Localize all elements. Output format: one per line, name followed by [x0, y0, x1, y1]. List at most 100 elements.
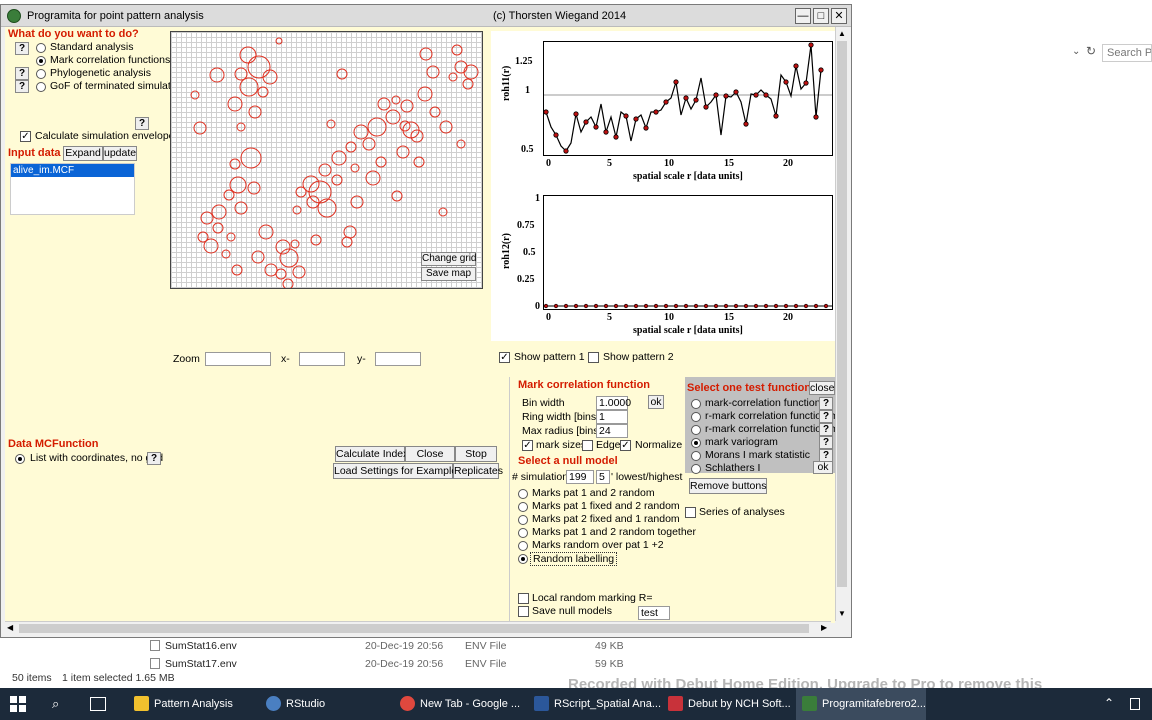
search-input[interactable]: Search Pa	[1102, 44, 1152, 62]
refresh-icon[interactable]: ↻	[1086, 44, 1097, 58]
data-point	[793, 303, 799, 309]
save-map-button[interactable]: Save map	[421, 267, 476, 281]
test-ok-button[interactable]: ok	[813, 461, 833, 474]
bin-width-input[interactable]: 1.0000	[596, 396, 631, 410]
scroll-right-icon[interactable]: ▶	[821, 623, 828, 632]
help-button[interactable]: ?	[819, 423, 833, 436]
zoom-y-input[interactable]	[375, 352, 421, 366]
max-radius-input[interactable]: 24	[596, 424, 628, 438]
help-button[interactable]: ?	[15, 42, 29, 55]
network-icon[interactable]	[1130, 698, 1140, 710]
replicates-button[interactable]: Replicates	[453, 463, 504, 479]
show-pattern1-checkbox[interactable]: ✓	[499, 352, 510, 363]
bin-ok-button[interactable]: ok	[648, 395, 664, 409]
help-button[interactable]: ?	[819, 410, 833, 423]
scroll-up-icon[interactable]: ▲	[838, 29, 846, 38]
radio-test-function[interactable]	[691, 451, 701, 461]
radio-null-model[interactable]	[518, 515, 528, 525]
rstudio-icon	[266, 696, 281, 711]
x-tick-label: 20	[783, 312, 793, 323]
expand-button[interactable]: Expand	[63, 146, 103, 161]
scroll-down-icon[interactable]: ▼	[838, 609, 846, 618]
save-null-checkbox[interactable]	[518, 606, 529, 617]
maximize-button[interactable]: □	[813, 8, 829, 24]
radio-test-function[interactable]	[691, 412, 701, 422]
taskbar-item-debut[interactable]: Debut by NCH Soft...	[662, 688, 791, 720]
radio-test-function[interactable]	[691, 464, 701, 474]
zoom-input[interactable]	[205, 352, 271, 366]
help-button[interactable]: ?	[147, 452, 161, 465]
x-tick-label: 10	[664, 312, 674, 323]
update-button[interactable]: update	[103, 146, 137, 161]
horizontal-scrollbar[interactable]: ◀ ▶	[5, 621, 831, 635]
title-bar[interactable]: Programita for point pattern analysis (c…	[1, 5, 851, 27]
map-point	[426, 65, 440, 79]
search-icon[interactable]: ⌕	[52, 696, 60, 711]
help-button[interactable]: ?	[135, 117, 149, 130]
input-file-list[interactable]: alive_im.MCF	[10, 163, 135, 215]
scroll-thumb[interactable]	[19, 624, 809, 633]
null-model-label: Marks random over pat 1 +2	[532, 539, 664, 551]
radio-mark-correlation[interactable]	[36, 56, 46, 66]
chevron-down-icon[interactable]: ⌄	[1072, 46, 1081, 57]
simulations-input[interactable]: 199	[566, 470, 594, 484]
list-item[interactable]: alive_im.MCF	[11, 164, 134, 177]
help-button[interactable]: ?	[15, 80, 29, 93]
taskbar-item-pattern-analysis[interactable]: Pattern Analysis	[128, 688, 254, 720]
taskbar-item-programita[interactable]: Programitafebrero2...	[796, 688, 926, 720]
series-checkbox[interactable]	[685, 507, 696, 518]
windows-start-icon[interactable]	[10, 696, 26, 712]
help-button[interactable]: ?	[15, 67, 29, 80]
radio-null-model[interactable]	[518, 528, 528, 538]
task-view-icon[interactable]	[90, 697, 106, 711]
point-pattern-map[interactable]: Change grid Save map	[170, 31, 483, 289]
save-name-input[interactable]: test	[638, 606, 670, 620]
test-panel-title: Select one test function	[687, 382, 812, 394]
radio-list-coordinates[interactable]	[15, 454, 25, 464]
normalize-checkbox[interactable]: ✓	[620, 440, 631, 451]
remove-buttons-button[interactable]: Remove buttons	[689, 478, 767, 494]
test-panel-close-button[interactable]: close	[809, 381, 835, 395]
local-random-checkbox[interactable]	[518, 593, 529, 604]
y-axis-label: roh11(r)	[501, 65, 512, 101]
mark-sizes-checkbox[interactable]: ✓	[522, 440, 533, 451]
calc-envelopes-checkbox[interactable]: ✓	[20, 131, 31, 142]
show-pattern2-checkbox[interactable]	[588, 352, 599, 363]
list-item[interactable]: SumStat16.env	[150, 640, 237, 652]
lowest-highest-input[interactable]: 5	[596, 470, 610, 484]
stop-button[interactable]: Stop	[455, 446, 497, 462]
taskbar-item-word[interactable]: RScript_Spatial Ana...	[528, 688, 661, 720]
radio-null-model[interactable]	[518, 489, 528, 499]
help-button[interactable]: ?	[819, 397, 833, 410]
map-point	[462, 78, 474, 90]
ring-width-input[interactable]: 1	[596, 410, 628, 424]
scroll-left-icon[interactable]: ◀	[7, 623, 14, 632]
zoom-x-input[interactable]	[299, 352, 345, 366]
radio-null-model[interactable]	[518, 541, 528, 551]
taskbar-item-rstudio[interactable]: RStudio	[260, 688, 386, 720]
load-settings-button[interactable]: Load Settings for Example	[333, 463, 458, 479]
radio-mark-variogram[interactable]	[691, 438, 701, 448]
chevron-up-icon[interactable]: ⌃	[1104, 696, 1115, 710]
list-item[interactable]: SumStat17.env	[150, 658, 237, 670]
map-point	[326, 119, 336, 129]
vertical-scrollbar[interactable]: ▲ ▼	[835, 27, 849, 621]
edge-checkbox[interactable]	[582, 440, 593, 451]
radio-gof[interactable]	[36, 82, 46, 92]
calculate-index-button[interactable]: Calculate Index	[335, 446, 409, 462]
radio-test-function[interactable]	[691, 399, 701, 409]
radio-standard[interactable]	[36, 43, 46, 53]
change-grid-button[interactable]: Change grid	[421, 252, 477, 266]
close-button[interactable]: ✕	[831, 8, 847, 24]
scroll-thumb[interactable]	[837, 41, 847, 587]
help-button[interactable]: ?	[819, 449, 833, 462]
help-button[interactable]: ?	[819, 436, 833, 449]
radio-null-model[interactable]	[518, 502, 528, 512]
radio-test-function[interactable]	[691, 425, 701, 435]
minimize-button[interactable]: —	[795, 8, 811, 24]
data-point	[773, 303, 779, 309]
radio-random-labelling[interactable]	[518, 554, 528, 564]
taskbar-item-chrome[interactable]: New Tab - Google ...	[394, 688, 520, 720]
close-action-button[interactable]: Close	[405, 446, 455, 462]
radio-phylogenetic[interactable]	[36, 69, 46, 79]
